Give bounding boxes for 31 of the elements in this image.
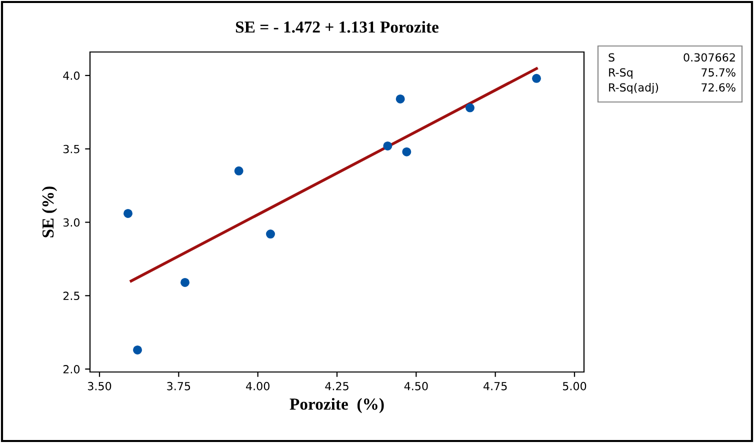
text: 75.7% xyxy=(702,68,736,77)
x-tick-label: 4.25 xyxy=(325,382,348,390)
x-tick-label: 5.00 xyxy=(562,382,586,390)
text: 72.6% xyxy=(702,83,736,92)
point xyxy=(466,103,474,112)
point xyxy=(532,74,541,83)
point xyxy=(402,147,412,156)
y-tick-label: 3.0 xyxy=(63,218,80,227)
text: R-Sq(adj) xyxy=(609,83,658,94)
x-tick-label: 3.75 xyxy=(167,382,190,390)
y-tick-label: 3.5 xyxy=(63,144,80,154)
point xyxy=(124,208,132,218)
point xyxy=(180,278,190,287)
point xyxy=(133,345,142,354)
text: R-Sq xyxy=(609,68,632,79)
point xyxy=(234,166,244,176)
x-tick-label: 4.00 xyxy=(246,382,270,390)
x-tick-label: 4.75 xyxy=(484,382,507,390)
y-tick-label: 2.0 xyxy=(63,365,80,374)
text: 0.307662 xyxy=(684,53,735,62)
y-axis-title: SE (%) xyxy=(42,186,58,238)
x-tick-label: 4.50 xyxy=(404,382,428,390)
point xyxy=(396,94,405,104)
x-tick-label: 3.50 xyxy=(88,382,112,390)
point xyxy=(383,141,392,150)
text: S xyxy=(608,53,614,62)
x-axis-title: Porozite (%) xyxy=(290,398,384,414)
point xyxy=(266,230,275,239)
y-tick-label: 4.0 xyxy=(63,71,80,80)
chart-title: SE = - 1.472 + 1.131 Porozite xyxy=(236,20,438,33)
y-tick-label: 2.5 xyxy=(63,292,80,300)
